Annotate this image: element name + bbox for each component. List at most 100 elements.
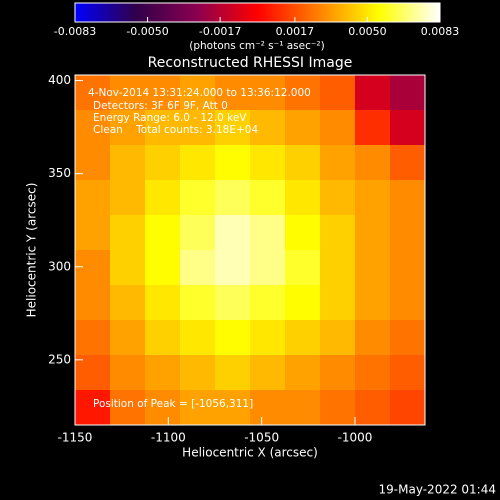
y-tick-label: 350 xyxy=(48,166,71,180)
pixel xyxy=(145,285,181,321)
footer: 19-May-2022 01:44 xyxy=(379,483,496,497)
pixel xyxy=(285,250,321,286)
pixel xyxy=(215,390,251,426)
pixel xyxy=(75,250,111,286)
pixel xyxy=(355,145,391,181)
y-tick-label: 400 xyxy=(48,73,71,87)
pixel xyxy=(75,390,111,426)
pixel xyxy=(320,285,356,321)
pixel xyxy=(355,180,391,216)
x-tick-label: -1100 xyxy=(151,431,186,445)
pixel xyxy=(180,285,216,321)
pixel xyxy=(145,110,181,146)
pixel xyxy=(390,355,426,391)
pixel xyxy=(215,285,251,321)
pixel xyxy=(320,390,356,426)
pixel xyxy=(110,285,146,321)
pixel xyxy=(355,215,391,251)
pixel xyxy=(285,180,321,216)
pixel xyxy=(250,320,286,356)
plot-frame xyxy=(74,74,426,426)
pixel xyxy=(390,180,426,216)
pixel xyxy=(285,75,321,111)
pixel xyxy=(320,215,356,251)
pixel xyxy=(390,145,426,181)
pixel xyxy=(320,145,356,181)
colorbar-tick-label: 0.0050 xyxy=(348,25,387,38)
pixel xyxy=(110,145,146,181)
pixel xyxy=(320,75,356,111)
pixel xyxy=(145,250,181,286)
annotation: Energy Range: 6.0 - 12.0 keV xyxy=(93,112,247,124)
pixel xyxy=(215,110,251,146)
colorbar-tick-label: -0.0050 xyxy=(126,25,168,38)
pixel xyxy=(320,110,356,146)
pixel xyxy=(110,180,146,216)
pixel xyxy=(215,215,251,251)
annotation: Position of Peak = [-1056,311] xyxy=(93,398,253,410)
pixel xyxy=(355,110,391,146)
pixel xyxy=(180,110,216,146)
pixel xyxy=(180,180,216,216)
pixel xyxy=(285,320,321,356)
pixel xyxy=(250,110,286,146)
pixel xyxy=(285,110,321,146)
colorbar-tick-label: -0.0017 xyxy=(199,25,241,38)
colorbar-tick-label: -0.0083 xyxy=(54,25,96,38)
pixel xyxy=(75,355,111,391)
pixel xyxy=(390,390,426,426)
pixel xyxy=(75,145,111,181)
pixel xyxy=(180,145,216,181)
pixel xyxy=(75,180,111,216)
pixel xyxy=(110,75,146,111)
chart-title: Reconstructed RHESSI Image xyxy=(148,55,353,71)
pixel xyxy=(355,285,391,321)
pixel xyxy=(110,320,146,356)
pixel xyxy=(390,250,426,286)
pixel xyxy=(110,250,146,286)
pixel xyxy=(215,145,251,181)
pixel xyxy=(145,320,181,356)
annotation: Detectors: 3F 6F 9F, Att 0 xyxy=(93,100,228,112)
pixel xyxy=(320,180,356,216)
pixel xyxy=(215,75,251,111)
pixel xyxy=(355,320,391,356)
pixel xyxy=(355,390,391,426)
annotation: Clean Total counts: 3.18E+04 xyxy=(93,124,258,136)
y-axis-label: Heliocentric Y (arcsec) xyxy=(25,183,39,318)
pixel xyxy=(320,250,356,286)
pixel xyxy=(250,145,286,181)
colorbar xyxy=(74,2,441,23)
pixel xyxy=(110,110,146,146)
pixel xyxy=(145,75,181,111)
pixel xyxy=(110,215,146,251)
pixel xyxy=(215,355,251,391)
colorbar-tick-label: 0.0083 xyxy=(421,25,460,38)
pixel xyxy=(145,145,181,181)
x-tick-label: -1050 xyxy=(244,431,279,445)
pixel xyxy=(390,110,426,146)
pixel xyxy=(285,285,321,321)
pixel xyxy=(355,75,391,111)
pixel xyxy=(250,180,286,216)
pixel xyxy=(390,285,426,321)
pixel xyxy=(390,75,426,111)
pixel xyxy=(390,320,426,356)
pixel xyxy=(285,145,321,181)
x-tick-label: -1150 xyxy=(58,431,93,445)
pixel xyxy=(180,390,216,426)
pixel xyxy=(215,180,251,216)
colorbar-label: (photons cm⁻² s⁻¹ asec⁻²) xyxy=(189,40,324,52)
pixel xyxy=(180,250,216,286)
pixel xyxy=(215,320,251,356)
pixel xyxy=(75,215,111,251)
colorbar-tick-label: 0.0017 xyxy=(276,25,315,38)
pixel xyxy=(180,320,216,356)
pixel xyxy=(250,355,286,391)
pixel xyxy=(390,215,426,251)
pixel xyxy=(145,215,181,251)
pixel xyxy=(250,215,286,251)
pixel xyxy=(285,390,321,426)
